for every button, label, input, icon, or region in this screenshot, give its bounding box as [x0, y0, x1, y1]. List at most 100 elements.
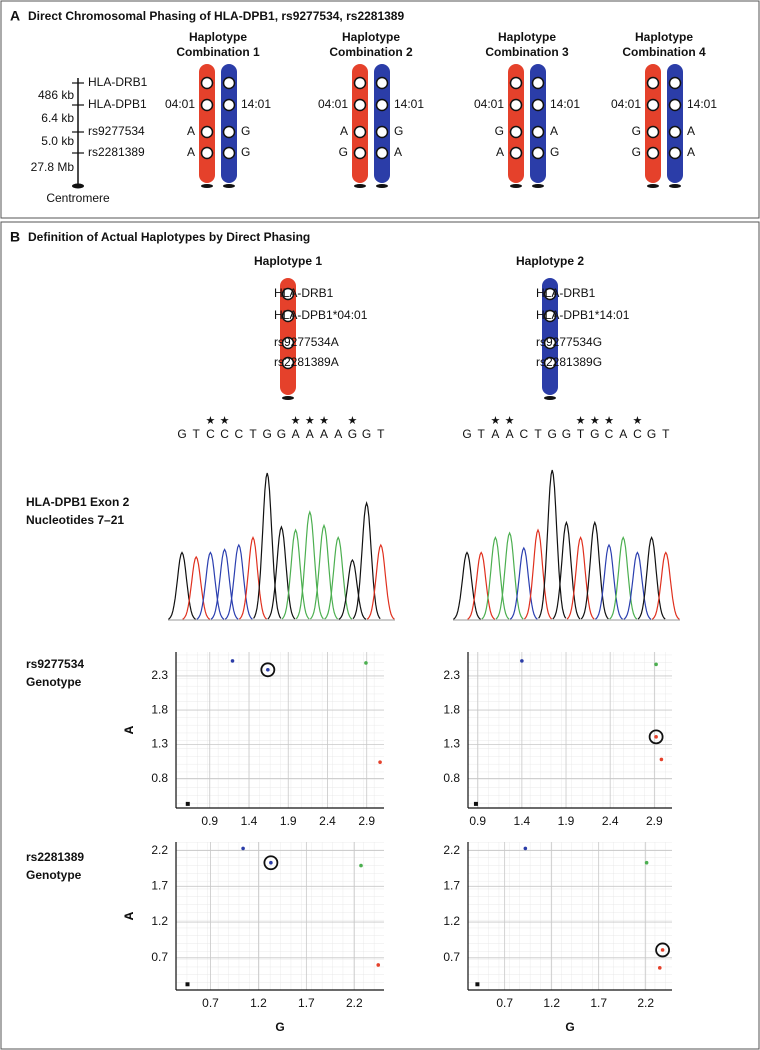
genotype-label: Genotype — [26, 868, 82, 882]
y-tick-label: 1.7 — [443, 879, 460, 893]
plot-area — [176, 842, 384, 990]
locus-marker — [543, 336, 557, 350]
base-letter: A — [292, 427, 300, 441]
trace-peak — [267, 525, 296, 620]
trace-peak — [609, 536, 638, 620]
locus-marker — [200, 76, 214, 90]
sample-highlight — [260, 662, 276, 678]
y-tick-label: 2.2 — [151, 843, 168, 857]
trace-peak — [495, 531, 524, 620]
trace-peak — [595, 543, 623, 620]
centromere — [544, 396, 556, 400]
haplotype-label: HLA-DRB1 — [536, 286, 596, 300]
control-point — [185, 801, 190, 806]
combination-title: Combination 4 — [622, 45, 706, 59]
base-letter: C — [633, 427, 642, 441]
trace-peak — [580, 520, 609, 620]
trace-peak — [509, 546, 538, 620]
x-tick-label: 2.4 — [319, 814, 336, 828]
locus-marker — [222, 98, 236, 112]
base-letter: G — [362, 427, 371, 441]
panel-a-frame — [0, 0, 760, 219]
locus-marker — [353, 98, 367, 112]
trace-peak — [467, 551, 496, 620]
y-axis-label: A — [122, 911, 136, 920]
locus-marker — [281, 287, 295, 301]
locus-marker — [668, 98, 682, 112]
base-letter: G — [562, 427, 571, 441]
y-tick-label: 0.7 — [443, 950, 460, 964]
star: ★ — [632, 415, 642, 427]
base-letter: T — [193, 427, 201, 441]
distance-label: 5.0 kb — [41, 134, 74, 148]
locus-marker — [509, 76, 523, 90]
allele-label: A — [187, 145, 195, 159]
sample-point — [644, 860, 649, 865]
y-tick-label: 2.2 — [443, 843, 460, 857]
y-axis-label: A — [122, 725, 136, 734]
y-tick-label: 1.2 — [151, 914, 168, 928]
distance-label: 27.8 Mb — [31, 160, 75, 174]
base-letter: T — [377, 427, 385, 441]
trace-peak — [309, 523, 339, 620]
locus-label: rs2281389 — [88, 145, 145, 159]
x-tick-label: 1.2 — [250, 996, 267, 1010]
locus-marker — [200, 146, 214, 160]
centromere — [510, 184, 522, 188]
sample-highlight — [263, 855, 279, 871]
sample-point — [266, 667, 270, 672]
locus-marker — [222, 125, 236, 139]
base-letter: A — [320, 427, 328, 441]
locus-label: HLA-DPB1 — [88, 97, 147, 111]
locus-marker — [222, 146, 236, 160]
locus-marker — [200, 125, 214, 139]
x-tick-label: 0.9 — [469, 814, 486, 828]
control-point — [475, 982, 480, 987]
base-letter: G — [177, 427, 186, 441]
base-letter: C — [206, 427, 215, 441]
locus-marker — [509, 98, 523, 112]
sample-point — [523, 846, 528, 851]
star: ★ — [490, 415, 500, 427]
star: ★ — [319, 415, 329, 427]
x-tick-label: 0.7 — [202, 996, 219, 1010]
base-letter: T — [577, 427, 585, 441]
trace-peak — [281, 528, 310, 620]
x-tick-label: 1.7 — [590, 996, 607, 1010]
allele-label: 14:01 — [687, 97, 717, 111]
allele-label: 04:01 — [165, 97, 195, 111]
locus-marker — [509, 125, 523, 139]
allele-label: G — [241, 124, 250, 138]
locus-marker — [222, 76, 236, 90]
star: ★ — [205, 415, 215, 427]
allele-label: G — [632, 145, 641, 159]
base-letter: A — [306, 427, 314, 441]
star: ★ — [305, 415, 315, 427]
haplotype-label: rs2281389A — [274, 355, 339, 369]
plot-area — [468, 652, 672, 808]
base-letter: G — [277, 427, 286, 441]
locus-marker — [646, 125, 660, 139]
star: ★ — [590, 415, 600, 427]
trace-peak — [324, 536, 353, 620]
genotype-label: rs2281389 — [26, 850, 84, 864]
x-tick-label: 2.4 — [602, 814, 619, 828]
sample-point — [659, 757, 664, 762]
centromere — [376, 184, 388, 188]
y-tick-label: 0.8 — [151, 771, 168, 785]
centromere — [669, 184, 681, 188]
panel-b-frame — [0, 221, 760, 1050]
y-tick-label: 2.3 — [443, 668, 460, 682]
allele-label: G — [495, 124, 504, 138]
star: ★ — [220, 415, 230, 427]
trace-peak — [523, 528, 553, 620]
haplotype-title: Haplotype 2 — [516, 254, 584, 268]
x-tick-label: 1.2 — [543, 996, 560, 1010]
y-axis-label: A — [122, 725, 136, 734]
locus-marker — [531, 76, 545, 90]
sample-point — [657, 966, 662, 970]
locus-marker — [353, 125, 367, 139]
base-letter: G — [590, 427, 599, 441]
allele-label: A — [187, 124, 195, 138]
